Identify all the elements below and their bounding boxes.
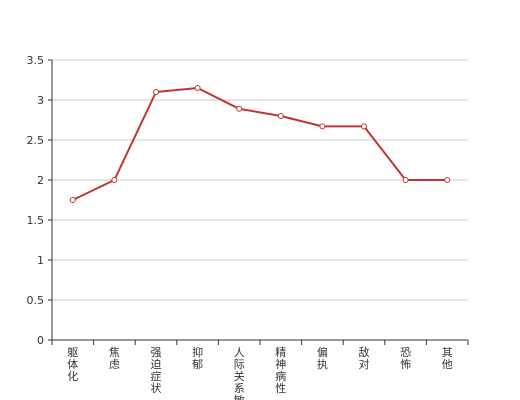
data-point[interactable] [236,105,243,112]
x-category-label: 偏执 [317,345,328,371]
y-tick-label: 1 [37,254,44,267]
y-axis-ticks: 0 0.5 1 1.5 2 2.5 3 3.5 [27,54,45,347]
data-point[interactable] [111,177,118,183]
data-point[interactable] [277,113,284,119]
series-points [69,85,451,203]
y-tick-label: 3.5 [27,54,45,67]
x-category-label: 敌对 [359,345,370,371]
x-category-label: 恐怖 [400,346,411,371]
x-category-label: 抑郁 [192,345,203,371]
x-category-label: 人际关系敏感 [234,346,245,400]
y-tick-label: 0.5 [27,294,45,307]
data-point[interactable] [69,197,76,203]
data-point[interactable] [319,123,326,130]
axes [48,59,469,345]
data-point[interactable] [444,177,451,183]
x-category-label: 强迫症状 [151,346,162,395]
x-category-label: 躯体化 [67,346,78,383]
y-tick-label: 2.5 [27,134,45,147]
y-tick-label: 0 [37,334,44,347]
series-line-path [72,87,448,201]
data-point[interactable] [402,177,409,183]
y-gridlines [52,59,468,301]
y-tick-label: 3 [37,94,44,107]
data-point[interactable] [153,89,159,95]
y-tick-label: 1.5 [27,214,45,227]
x-category-label: 其他 [442,346,453,371]
data-point[interactable] [194,85,201,91]
data-point[interactable] [361,123,367,130]
x-category-label: 焦虑 [109,346,120,371]
x-axis-categories: 躯体化 焦虑 强迫症状 抑郁 人际关系敏感 精神病性 偏执 敌对 恐怖 其他 [67,345,452,400]
y-tick-label: 2 [37,174,44,187]
x-category-label: 精神病性 [275,346,286,395]
series-line [72,87,448,201]
